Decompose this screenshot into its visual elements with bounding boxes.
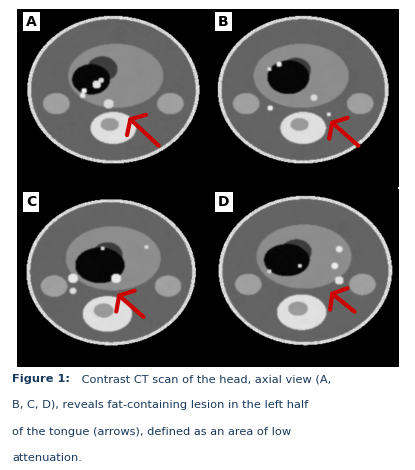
Text: Contrast CT scan of the head, axial view (A,: Contrast CT scan of the head, axial view… xyxy=(78,374,332,384)
Text: D: D xyxy=(218,195,230,209)
Text: of the tongue (arrows), defined as an area of low: of the tongue (arrows), defined as an ar… xyxy=(12,427,292,437)
Text: C: C xyxy=(26,195,37,209)
Text: attenuation.: attenuation. xyxy=(12,453,82,463)
Text: B: B xyxy=(218,15,229,29)
Text: B, C, D), reveals fat-containing lesion in the left half: B, C, D), reveals fat-containing lesion … xyxy=(12,400,309,410)
Text: Figure 1:: Figure 1: xyxy=(12,374,71,384)
Text: A: A xyxy=(26,15,37,29)
